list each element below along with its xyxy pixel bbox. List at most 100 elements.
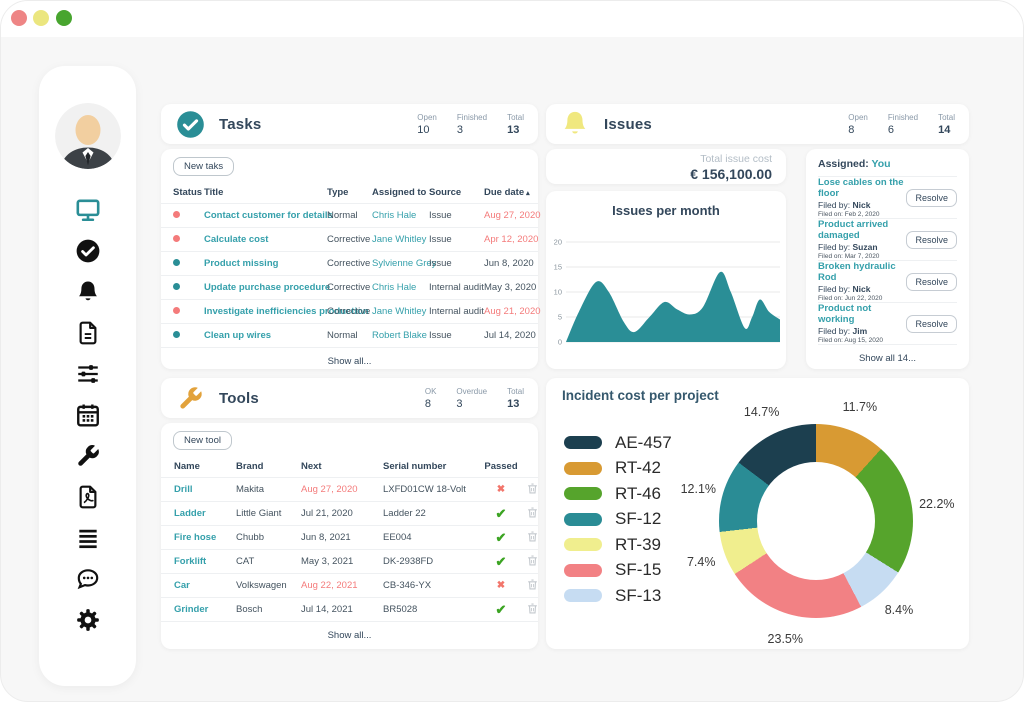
- assigned-you-link[interactable]: You: [871, 158, 891, 170]
- tool-name-link[interactable]: Car: [174, 580, 190, 591]
- tasks-rows: Contact customer for details Normal Chri…: [161, 203, 541, 347]
- legend-swatch: [564, 538, 602, 552]
- tool-name-link[interactable]: Ladder: [174, 508, 206, 519]
- legend-label: RT-42: [615, 458, 661, 478]
- tool-next-date: Jul 21, 2020: [301, 508, 353, 519]
- col-brand: Brand: [236, 461, 264, 472]
- svg-text:20: 20: [554, 238, 562, 247]
- tasks-finished-value: 3: [456, 123, 463, 136]
- delete-tool-button[interactable]: [526, 482, 539, 498]
- donut-percent-label: 8.4%: [884, 603, 914, 618]
- sidebar-item-calendar[interactable]: [75, 402, 101, 428]
- calendar-icon: [76, 404, 99, 427]
- new-task-button[interactable]: New taks: [173, 157, 235, 176]
- minimize-window-button[interactable]: [33, 10, 49, 26]
- resolve-button[interactable]: Resolve: [906, 188, 957, 207]
- tool-passed-status: ✔: [495, 601, 507, 617]
- task-assignee-link[interactable]: Robert Blake: [372, 330, 427, 341]
- delete-tool-button[interactable]: [526, 554, 539, 570]
- sidebar-item-tasks[interactable]: [75, 238, 101, 264]
- tools-total-value: 13: [507, 397, 520, 410]
- new-tool-button[interactable]: New tool: [173, 431, 232, 450]
- task-assignee-link[interactable]: Jane Whitley: [372, 234, 427, 245]
- task-type: Corrective: [327, 282, 371, 293]
- tool-name-link[interactable]: Grinder: [174, 604, 209, 615]
- task-title-link[interactable]: Investigate inefficiencies production: [204, 306, 369, 317]
- issue-title-link[interactable]: Product not working: [818, 303, 872, 325]
- resolve-button[interactable]: Resolve: [906, 272, 957, 291]
- legend-label: RT-39: [615, 534, 661, 554]
- delete-tool-button[interactable]: [526, 602, 539, 618]
- resolve-button[interactable]: Resolve: [906, 230, 957, 249]
- legend-item: SF-15: [564, 558, 672, 584]
- tool-serial: Ladder 22: [383, 508, 426, 519]
- delete-tool-button[interactable]: [526, 506, 539, 522]
- list-item: Product arrived damaged Filed by: Suzan …: [818, 219, 957, 261]
- incident-chart-title: Incident cost per project: [562, 388, 719, 403]
- col-title: Title: [204, 187, 224, 198]
- sidebar-item-tools[interactable]: [75, 443, 101, 469]
- list-item: Product not working Filed by: Jim Filed …: [818, 303, 957, 345]
- sidebar-item-reports[interactable]: [75, 484, 101, 510]
- legend-swatch: [564, 512, 602, 526]
- col-assigned-to: Assigned to: [372, 187, 427, 198]
- delete-tool-button[interactable]: [526, 578, 539, 594]
- tools-ok-value: 8: [424, 397, 431, 410]
- window-titlebar: [1, 1, 1023, 37]
- task-title-link[interactable]: Product missing: [204, 258, 279, 269]
- tools-show-all-link[interactable]: Show all...: [161, 621, 538, 647]
- status-dot: [173, 259, 180, 266]
- task-assignee-link[interactable]: Chris Hale: [372, 282, 417, 293]
- task-assignee-link[interactable]: Jane Whitley: [372, 306, 427, 317]
- issues-show-all-link[interactable]: Show all 14...: [858, 353, 917, 364]
- maximize-window-button[interactable]: [56, 10, 72, 26]
- issues-finished-value: 6: [887, 123, 894, 136]
- sidebar-item-dashboard[interactable]: [75, 197, 101, 223]
- task-title-link[interactable]: Update purchase procedure: [204, 282, 331, 293]
- task-due-date: Jun 8, 2020: [484, 258, 534, 269]
- donut-percent-label: 11.7%: [842, 400, 878, 415]
- task-assignee-link[interactable]: Chris Hale: [372, 210, 417, 221]
- tools-ok-label: OK: [424, 386, 437, 396]
- close-window-button[interactable]: [11, 10, 27, 26]
- task-title-link[interactable]: Calculate cost: [204, 234, 269, 245]
- tools-header-card: Tools OK 8 Overdue 3 Total 13: [161, 378, 538, 418]
- sidebar-item-filters[interactable]: [75, 361, 101, 387]
- tool-name-link[interactable]: Drill: [174, 484, 193, 495]
- status-dot: [173, 331, 180, 338]
- bell-icon: [78, 281, 97, 301]
- trash-icon: [528, 507, 537, 517]
- tool-name-link[interactable]: Fire hose: [174, 532, 217, 543]
- tool-brand: Bosch: [236, 604, 263, 615]
- table-row: Contact customer for details Normal Chri…: [161, 203, 541, 227]
- issue-filed-by: Filed by: Nick: [818, 200, 871, 210]
- task-title-link[interactable]: Clean up wires: [204, 330, 272, 341]
- tools-title: Tools: [219, 389, 259, 407]
- issue-title-link[interactable]: Product arrived damaged: [818, 219, 889, 241]
- sidebar-item-issues[interactable]: [75, 279, 101, 305]
- sidebar-item-logs[interactable]: [75, 525, 101, 551]
- sidebar-item-settings[interactable]: [75, 607, 101, 633]
- tasks-open-label: Open: [417, 112, 437, 122]
- tasks-show-all-link[interactable]: Show all...: [161, 347, 538, 373]
- table-row: Grinder Bosch Jul 14, 2021 BR5028 ✔: [161, 597, 538, 621]
- tool-passed-status: ✔: [495, 529, 507, 545]
- tool-name-link[interactable]: Forklift: [174, 556, 207, 567]
- issue-title-link[interactable]: Lose cables on the floor: [818, 177, 904, 199]
- table-row: Car Volkswagen Aug 22, 2021 CB-346-YX ✖: [161, 573, 538, 597]
- legend-swatch: [564, 436, 602, 450]
- trash-icon: [528, 531, 537, 541]
- task-title-link[interactable]: Contact customer for details: [204, 210, 333, 221]
- sidebar-item-documents[interactable]: [75, 320, 101, 346]
- resolve-button[interactable]: Resolve: [906, 314, 957, 333]
- chat-icon: [77, 569, 98, 590]
- donut-hole: [757, 462, 875, 580]
- sidebar-item-messages[interactable]: [75, 566, 101, 592]
- avatar[interactable]: [54, 103, 121, 169]
- tool-serial: LXFD01CW 18-Volt: [383, 484, 466, 495]
- issue-title-link[interactable]: Broken hydraulic Rod: [818, 261, 896, 283]
- task-assignee-link[interactable]: Sylvienne Grey: [372, 258, 437, 269]
- delete-tool-button[interactable]: [526, 530, 539, 546]
- col-due-date[interactable]: Due date ▴: [484, 187, 530, 198]
